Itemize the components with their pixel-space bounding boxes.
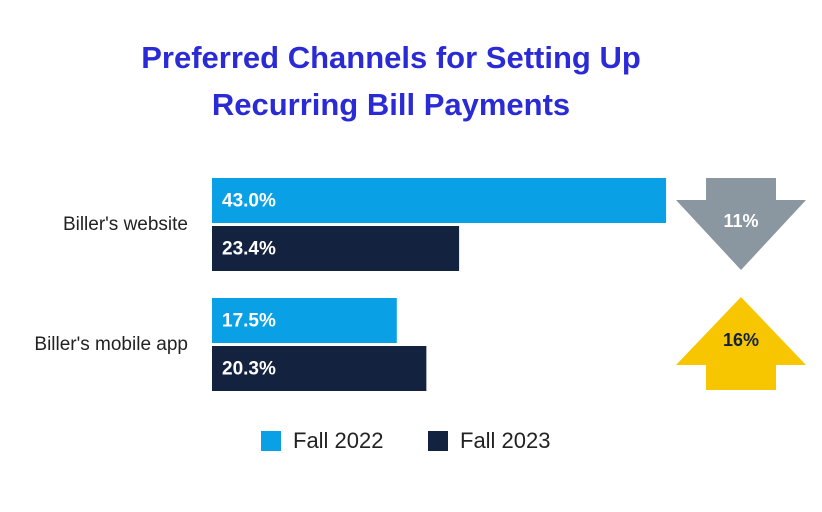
legend-swatch — [261, 431, 281, 451]
category-label: Biller's mobile app — [34, 334, 188, 355]
value-label: 20.3% — [222, 359, 276, 380]
legend-label: Fall 2022 — [293, 428, 384, 453]
annotation-arrow — [676, 178, 806, 270]
value-label: 17.5% — [222, 311, 276, 332]
legend-swatch — [428, 431, 448, 451]
bar — [212, 178, 667, 223]
bar — [212, 298, 397, 343]
bar — [212, 226, 460, 271]
chart-title: Recurring Bill Payments — [212, 87, 570, 122]
annotation-label: 16% — [723, 330, 759, 350]
annotation-arrow — [676, 297, 806, 390]
legend-label: Fall 2023 — [460, 428, 551, 453]
chart-title: Preferred Channels for Setting Up — [141, 40, 641, 75]
value-label: 43.0% — [222, 191, 276, 212]
category-label: Biller's website — [63, 214, 188, 235]
value-label: 23.4% — [222, 239, 276, 260]
bar — [212, 346, 427, 391]
annotation-label: 11% — [723, 211, 758, 231]
